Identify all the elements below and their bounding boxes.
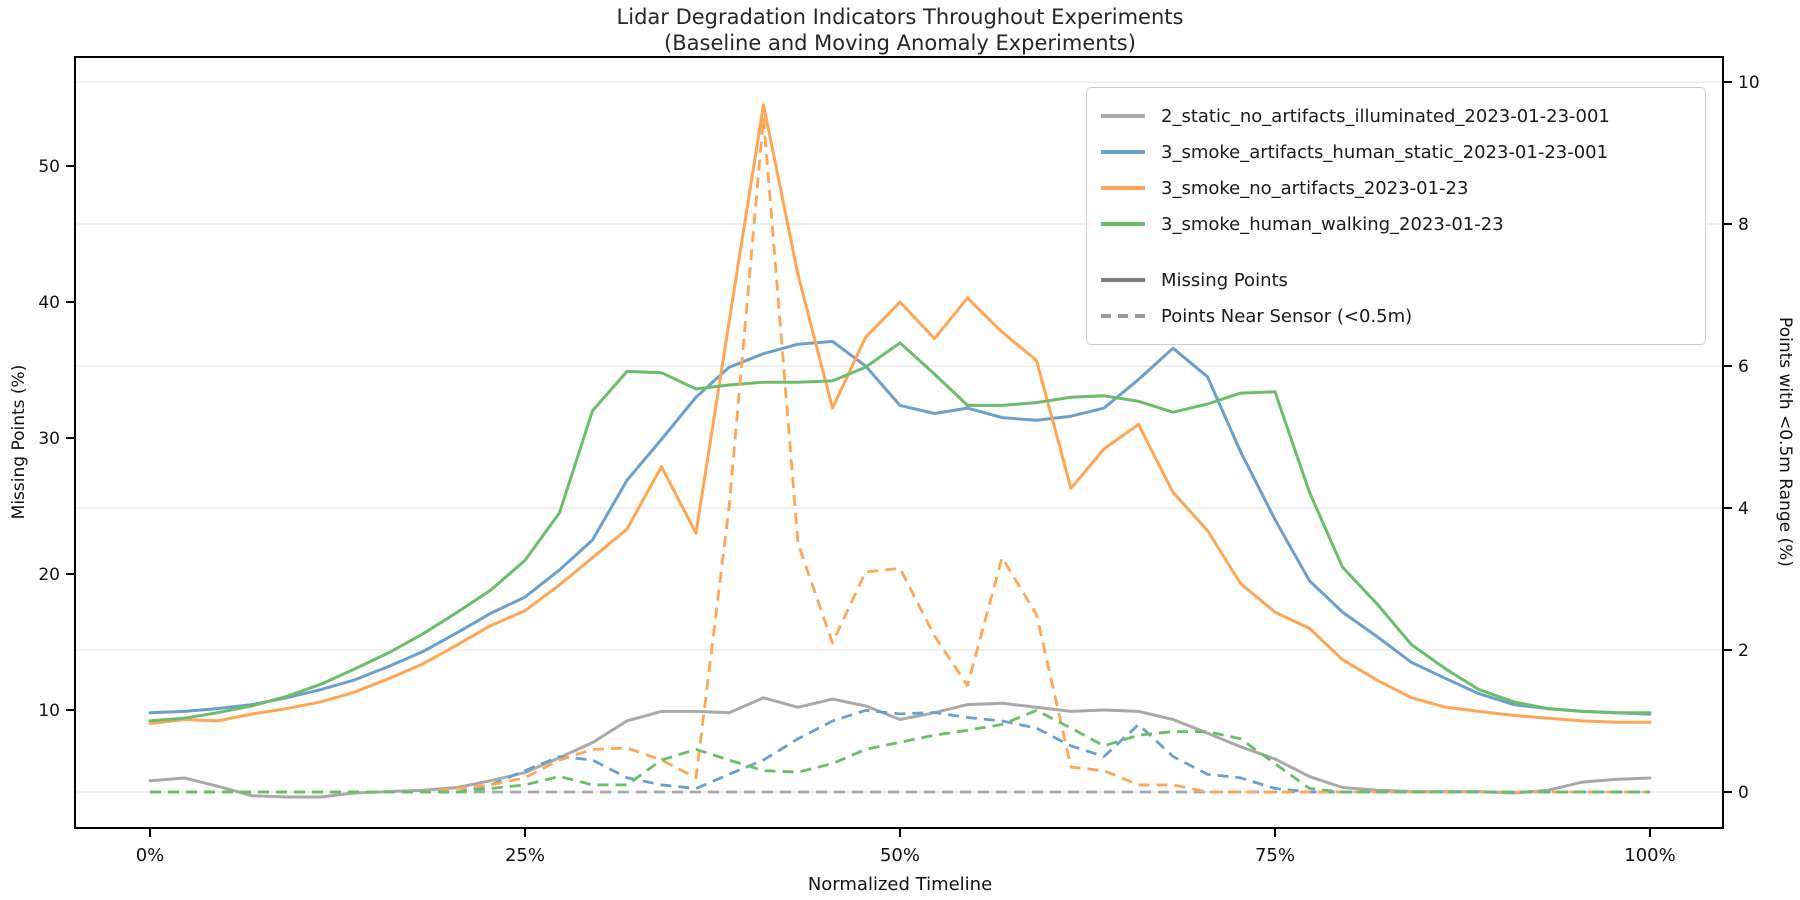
legend-item-style-0: Missing Points: [1101, 262, 1691, 298]
y-left-tick-label: 10: [38, 701, 60, 721]
legend-line-sample: [1101, 150, 1145, 154]
y-right-tick-label: 10: [1738, 73, 1760, 93]
legend-item-label: Missing Points: [1161, 269, 1288, 291]
legend: 2_static_no_artifacts_illuminated_2023-0…: [1086, 87, 1706, 345]
y-right-tick-label: 2: [1738, 641, 1749, 661]
legend-item-series-0: 2_static_no_artifacts_illuminated_2023-0…: [1101, 98, 1691, 134]
y-right-tick-label: 8: [1738, 215, 1749, 235]
y-left-tick-label: 40: [38, 293, 60, 313]
legend-item-label: 3_smoke_artifacts_human_static_2023-01-2…: [1161, 141, 1609, 163]
legend-item-label: 3_smoke_human_walking_2023-01-23: [1161, 213, 1504, 235]
series-line-near-sensor-3_smoke_artifacts_human_static_2023-01-23-001: [150, 709, 1650, 794]
legend-item-series-2: 3_smoke_no_artifacts_2023-01-23: [1101, 170, 1691, 206]
y-left-tick-label: 20: [38, 565, 60, 585]
x-tick-label: 0%: [136, 845, 165, 866]
series-line-missing-3_smoke_artifacts_human_static_2023-01-23-001: [148, 339, 1652, 716]
legend-spacer: [1101, 242, 1691, 262]
y-right-tick-label: 4: [1738, 499, 1749, 519]
x-tick-label: 50%: [880, 845, 920, 866]
x-tick-label: 75%: [1255, 845, 1295, 866]
y-left-axis-label: Missing Points (%): [9, 365, 29, 520]
legend-line-sample: [1101, 114, 1145, 118]
x-tick-label: 25%: [505, 845, 545, 866]
legend-dashed-line-sample: [1101, 314, 1145, 318]
legend-line-sample: [1101, 222, 1145, 226]
series-line-missing-3_smoke_no_artifacts_2023-01-23: [148, 103, 1652, 726]
legend-item-label: Points Near Sensor (<0.5m): [1161, 305, 1413, 327]
x-tick-label: 100%: [1624, 845, 1675, 866]
series-line-missing-3_smoke_human_walking_2023-01-23: [148, 341, 1652, 723]
legend-line-sample: [1101, 278, 1145, 282]
legend-item-style-1: Points Near Sensor (<0.5m): [1101, 298, 1691, 334]
series-line-near-sensor-3_smoke_human_walking_2023-01-23: [150, 709, 1650, 794]
x-axis-label: Normalized Timeline: [808, 874, 992, 895]
tick-marks-and-labels: 0% 25% 50% 75% 100% 10 20 30 40 50 0 2 4 6 8 10 Normaliz…: [9, 73, 1795, 895]
legend-item-series-3: 3_smoke_human_walking_2023-01-23: [1101, 206, 1691, 242]
y-right-tick-label: 6: [1738, 357, 1749, 377]
y-left-tick-label: 30: [38, 429, 60, 449]
legend-item-label: 2_static_no_artifacts_illuminated_2023-0…: [1161, 105, 1610, 127]
y-right-axis-label: Points with <0.5m Range (%): [1775, 317, 1795, 567]
series-lines: [148, 103, 1652, 799]
y-right-tick-label: 0: [1738, 783, 1749, 803]
chart-title-block: Lidar Degradation Indicators Throughout …: [0, 4, 1800, 56]
chart-subtitle: (Baseline and Moving Anomaly Experiments…: [664, 31, 1136, 55]
legend-item-series-1: 3_smoke_artifacts_human_static_2023-01-2…: [1101, 134, 1691, 170]
chart-title: Lidar Degradation Indicators Throughout …: [616, 5, 1184, 29]
legend-line-sample: [1101, 186, 1145, 190]
y-left-tick-label: 50: [38, 157, 60, 177]
legend-item-label: 3_smoke_no_artifacts_2023-01-23: [1161, 177, 1469, 199]
